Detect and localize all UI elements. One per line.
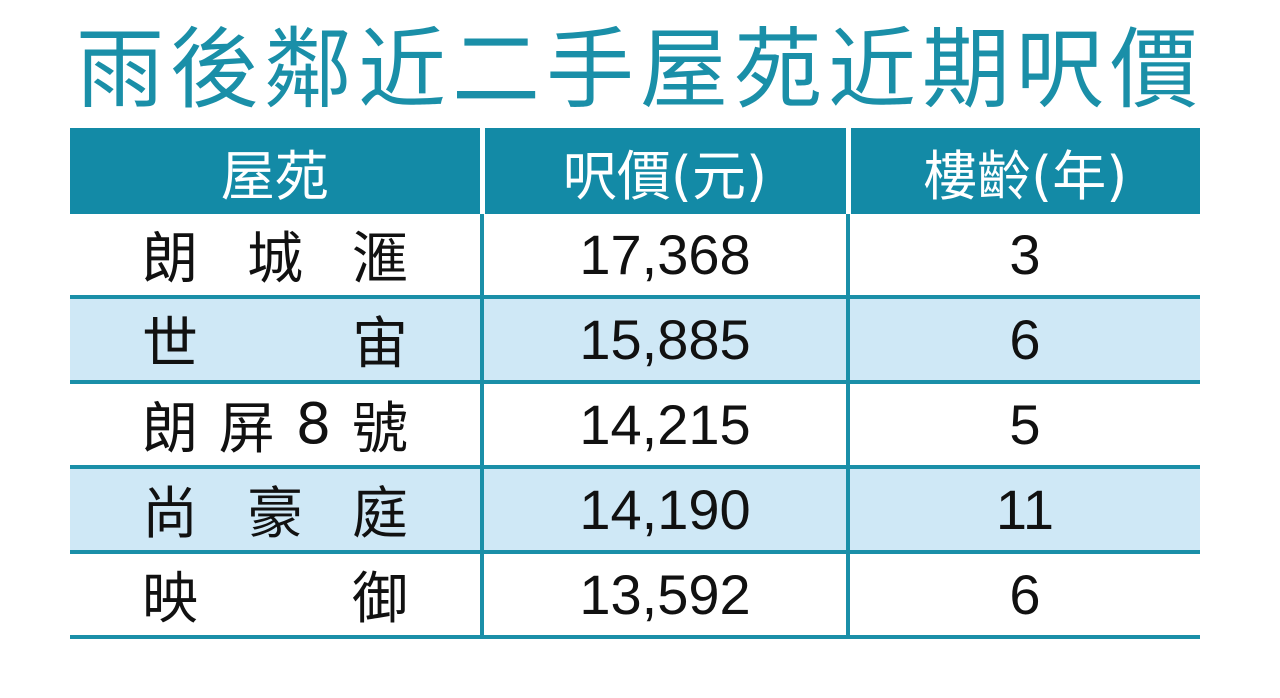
estate-cell: 映 御	[70, 552, 482, 639]
table-row: 尚 豪 庭 14,190 11	[70, 467, 1200, 554]
estate-char: 尚	[142, 482, 198, 547]
estate-char: 朗	[142, 227, 198, 292]
price-cell: 15,885	[480, 297, 848, 384]
estate-char: 豪	[247, 482, 303, 547]
age-cell: 3	[846, 214, 1200, 299]
column-header-price: 呎價(元)	[479, 128, 848, 214]
column-header-age: 樓齡(年)	[845, 128, 1200, 214]
price-table: 屋苑 呎價(元) 樓齡(年) 朗 城 滙 17,368 3 世 宙	[70, 128, 1200, 639]
price-cell: 13,592	[480, 552, 848, 639]
estate-cell: 世 宙	[70, 297, 482, 384]
estate-char: 宙	[352, 312, 408, 377]
age-cell: 6	[846, 297, 1200, 384]
estate-char: 屏	[218, 397, 275, 462]
estate-cell: 朗 屏 8 號	[70, 382, 482, 469]
age-cell: 11	[846, 467, 1200, 554]
estate-cell: 尚 豪 庭	[70, 467, 482, 554]
table-row: 世 宙 15,885 6	[70, 297, 1200, 384]
estate-char: 庭	[352, 482, 408, 547]
estate-cell: 朗 城 滙	[70, 214, 482, 299]
table-header-row: 屋苑 呎價(元) 樓齡(年)	[70, 128, 1200, 214]
estate-char: 8	[295, 392, 332, 457]
estate-char: 城	[247, 227, 303, 292]
estate-char: 御	[352, 567, 408, 632]
estate-char: 號	[351, 397, 408, 462]
estate-char: 朗	[142, 397, 198, 462]
price-cell: 14,215	[480, 382, 848, 469]
table-row: 朗 城 滙 17,368 3	[70, 214, 1200, 299]
estate-char: 世	[142, 312, 198, 377]
age-cell: 6	[846, 552, 1200, 639]
table-row: 映 御 13,592 6	[70, 552, 1200, 639]
age-cell: 5	[846, 382, 1200, 469]
chart-title: 雨後鄰近二手屋苑近期呎價	[75, 18, 1204, 121]
estate-char: 映	[142, 567, 198, 632]
price-cell: 14,190	[480, 467, 848, 554]
estate-char: 滙	[352, 227, 408, 292]
price-cell: 17,368	[480, 214, 848, 299]
table-row: 朗 屏 8 號 14,215 5	[70, 382, 1200, 469]
column-header-estate: 屋苑	[70, 128, 482, 214]
